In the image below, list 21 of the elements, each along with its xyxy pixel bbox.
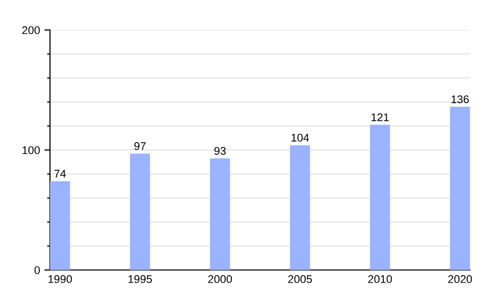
x-tick-label: 1995: [128, 275, 152, 284]
bar: [210, 158, 230, 270]
x-tick-label: 2010: [368, 275, 392, 284]
y-tick-label: 200: [22, 26, 40, 34]
data-label: 121: [372, 113, 389, 122]
y-tick-label: 100: [22, 146, 40, 154]
y-tick-label: 0: [34, 266, 40, 274]
data-label: 74: [54, 170, 66, 178]
data-label: 136: [452, 95, 469, 104]
x-tick-label: 2005: [288, 275, 312, 284]
bar: [50, 181, 70, 270]
data-label: 93: [214, 146, 226, 155]
x-tick-label: 1990: [48, 275, 72, 284]
bar: [370, 124, 390, 270]
bar: [130, 154, 150, 270]
data-label: 104: [292, 134, 309, 142]
data-label: 97: [134, 142, 146, 150]
x-tick-label: 2000: [208, 275, 232, 284]
x-tick-label: 2020: [448, 275, 472, 284]
bar: [290, 145, 310, 270]
bar: [450, 106, 470, 270]
